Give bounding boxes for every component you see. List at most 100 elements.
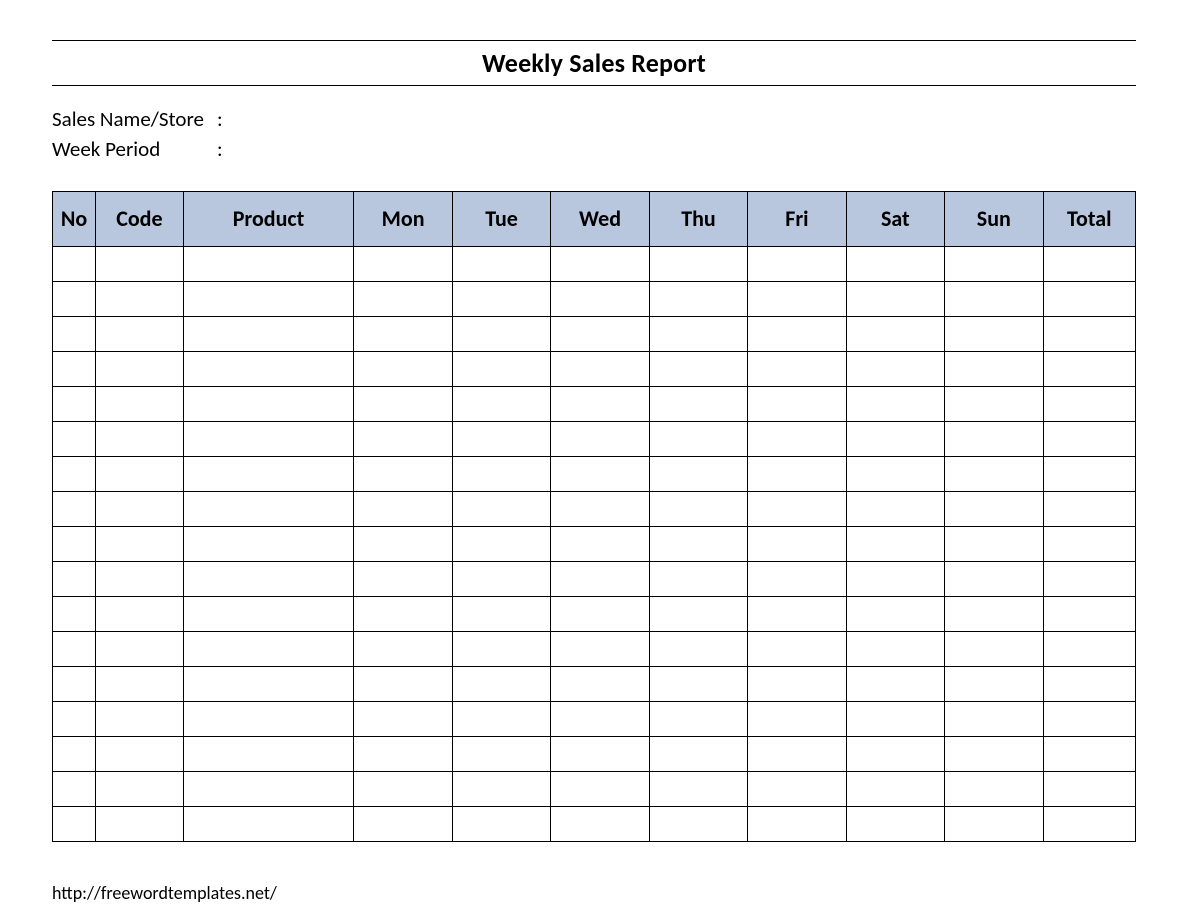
meta-block: Sales Name/Store : Week Period : <box>52 104 1136 165</box>
cell-total <box>1043 666 1135 701</box>
cell-tue <box>452 456 550 491</box>
cell-wed <box>551 316 649 351</box>
cell-no <box>53 421 96 456</box>
cell-thu <box>649 421 747 456</box>
cell-mon <box>354 526 452 561</box>
cell-wed <box>551 736 649 771</box>
cell-fri <box>748 736 846 771</box>
cell-sun <box>945 596 1043 631</box>
cell-fri <box>748 421 846 456</box>
cell-mon <box>354 561 452 596</box>
table-row <box>53 666 1136 701</box>
footer-url: http://freewordtemplates.net/ <box>52 882 1136 904</box>
cell-total <box>1043 386 1135 421</box>
cell-sun <box>945 316 1043 351</box>
cell-fri <box>748 491 846 526</box>
cell-no <box>53 351 96 386</box>
table-row <box>53 701 1136 736</box>
cell-sun <box>945 736 1043 771</box>
cell-code <box>96 386 183 421</box>
cell-product <box>183 596 354 631</box>
cell-fri <box>748 561 846 596</box>
cell-total <box>1043 561 1135 596</box>
cell-sat <box>846 421 944 456</box>
cell-thu <box>649 526 747 561</box>
table-row <box>53 526 1136 561</box>
cell-thu <box>649 561 747 596</box>
cell-code <box>96 351 183 386</box>
cell-fri <box>748 806 846 841</box>
cell-tue <box>452 666 550 701</box>
sales-table: NoCodeProductMonTueWedThuFriSatSunTotal <box>52 191 1136 842</box>
table-row <box>53 561 1136 596</box>
cell-tue <box>452 281 550 316</box>
cell-product <box>183 736 354 771</box>
cell-fri <box>748 526 846 561</box>
cell-total <box>1043 491 1135 526</box>
table-row <box>53 736 1136 771</box>
table-row <box>53 631 1136 666</box>
cell-thu <box>649 246 747 281</box>
cell-sat <box>846 491 944 526</box>
cell-tue <box>452 561 550 596</box>
cell-sun <box>945 771 1043 806</box>
cell-mon <box>354 386 452 421</box>
cell-no <box>53 631 96 666</box>
cell-sun <box>945 806 1043 841</box>
cell-thu <box>649 701 747 736</box>
col-header-thu: Thu <box>649 191 747 246</box>
cell-product <box>183 526 354 561</box>
cell-fri <box>748 596 846 631</box>
cell-tue <box>452 771 550 806</box>
cell-product <box>183 561 354 596</box>
cell-sat <box>846 596 944 631</box>
cell-thu <box>649 456 747 491</box>
cell-code <box>96 806 183 841</box>
cell-code <box>96 491 183 526</box>
cell-wed <box>551 596 649 631</box>
col-header-sat: Sat <box>846 191 944 246</box>
cell-thu <box>649 351 747 386</box>
cell-total <box>1043 736 1135 771</box>
cell-sat <box>846 351 944 386</box>
cell-no <box>53 526 96 561</box>
cell-mon <box>354 771 452 806</box>
cell-sat <box>846 281 944 316</box>
cell-mon <box>354 806 452 841</box>
cell-wed <box>551 666 649 701</box>
cell-product <box>183 386 354 421</box>
cell-thu <box>649 806 747 841</box>
cell-mon <box>354 421 452 456</box>
cell-wed <box>551 491 649 526</box>
cell-mon <box>354 736 452 771</box>
table-row <box>53 246 1136 281</box>
cell-tue <box>452 596 550 631</box>
meta-label-sales-name: Sales Name/Store <box>52 104 217 134</box>
cell-code <box>96 701 183 736</box>
cell-product <box>183 456 354 491</box>
table-row <box>53 351 1136 386</box>
cell-product <box>183 666 354 701</box>
table-row <box>53 491 1136 526</box>
cell-sun <box>945 386 1043 421</box>
cell-thu <box>649 631 747 666</box>
col-header-fri: Fri <box>748 191 846 246</box>
cell-no <box>53 456 96 491</box>
cell-total <box>1043 596 1135 631</box>
cell-thu <box>649 771 747 806</box>
cell-no <box>53 281 96 316</box>
cell-wed <box>551 631 649 666</box>
cell-no <box>53 736 96 771</box>
cell-sat <box>846 386 944 421</box>
cell-mon <box>354 456 452 491</box>
cell-total <box>1043 246 1135 281</box>
cell-total <box>1043 771 1135 806</box>
cell-product <box>183 701 354 736</box>
cell-fri <box>748 701 846 736</box>
cell-wed <box>551 771 649 806</box>
cell-fri <box>748 386 846 421</box>
cell-mon <box>354 666 452 701</box>
cell-no <box>53 596 96 631</box>
col-header-product: Product <box>183 191 354 246</box>
cell-sun <box>945 631 1043 666</box>
